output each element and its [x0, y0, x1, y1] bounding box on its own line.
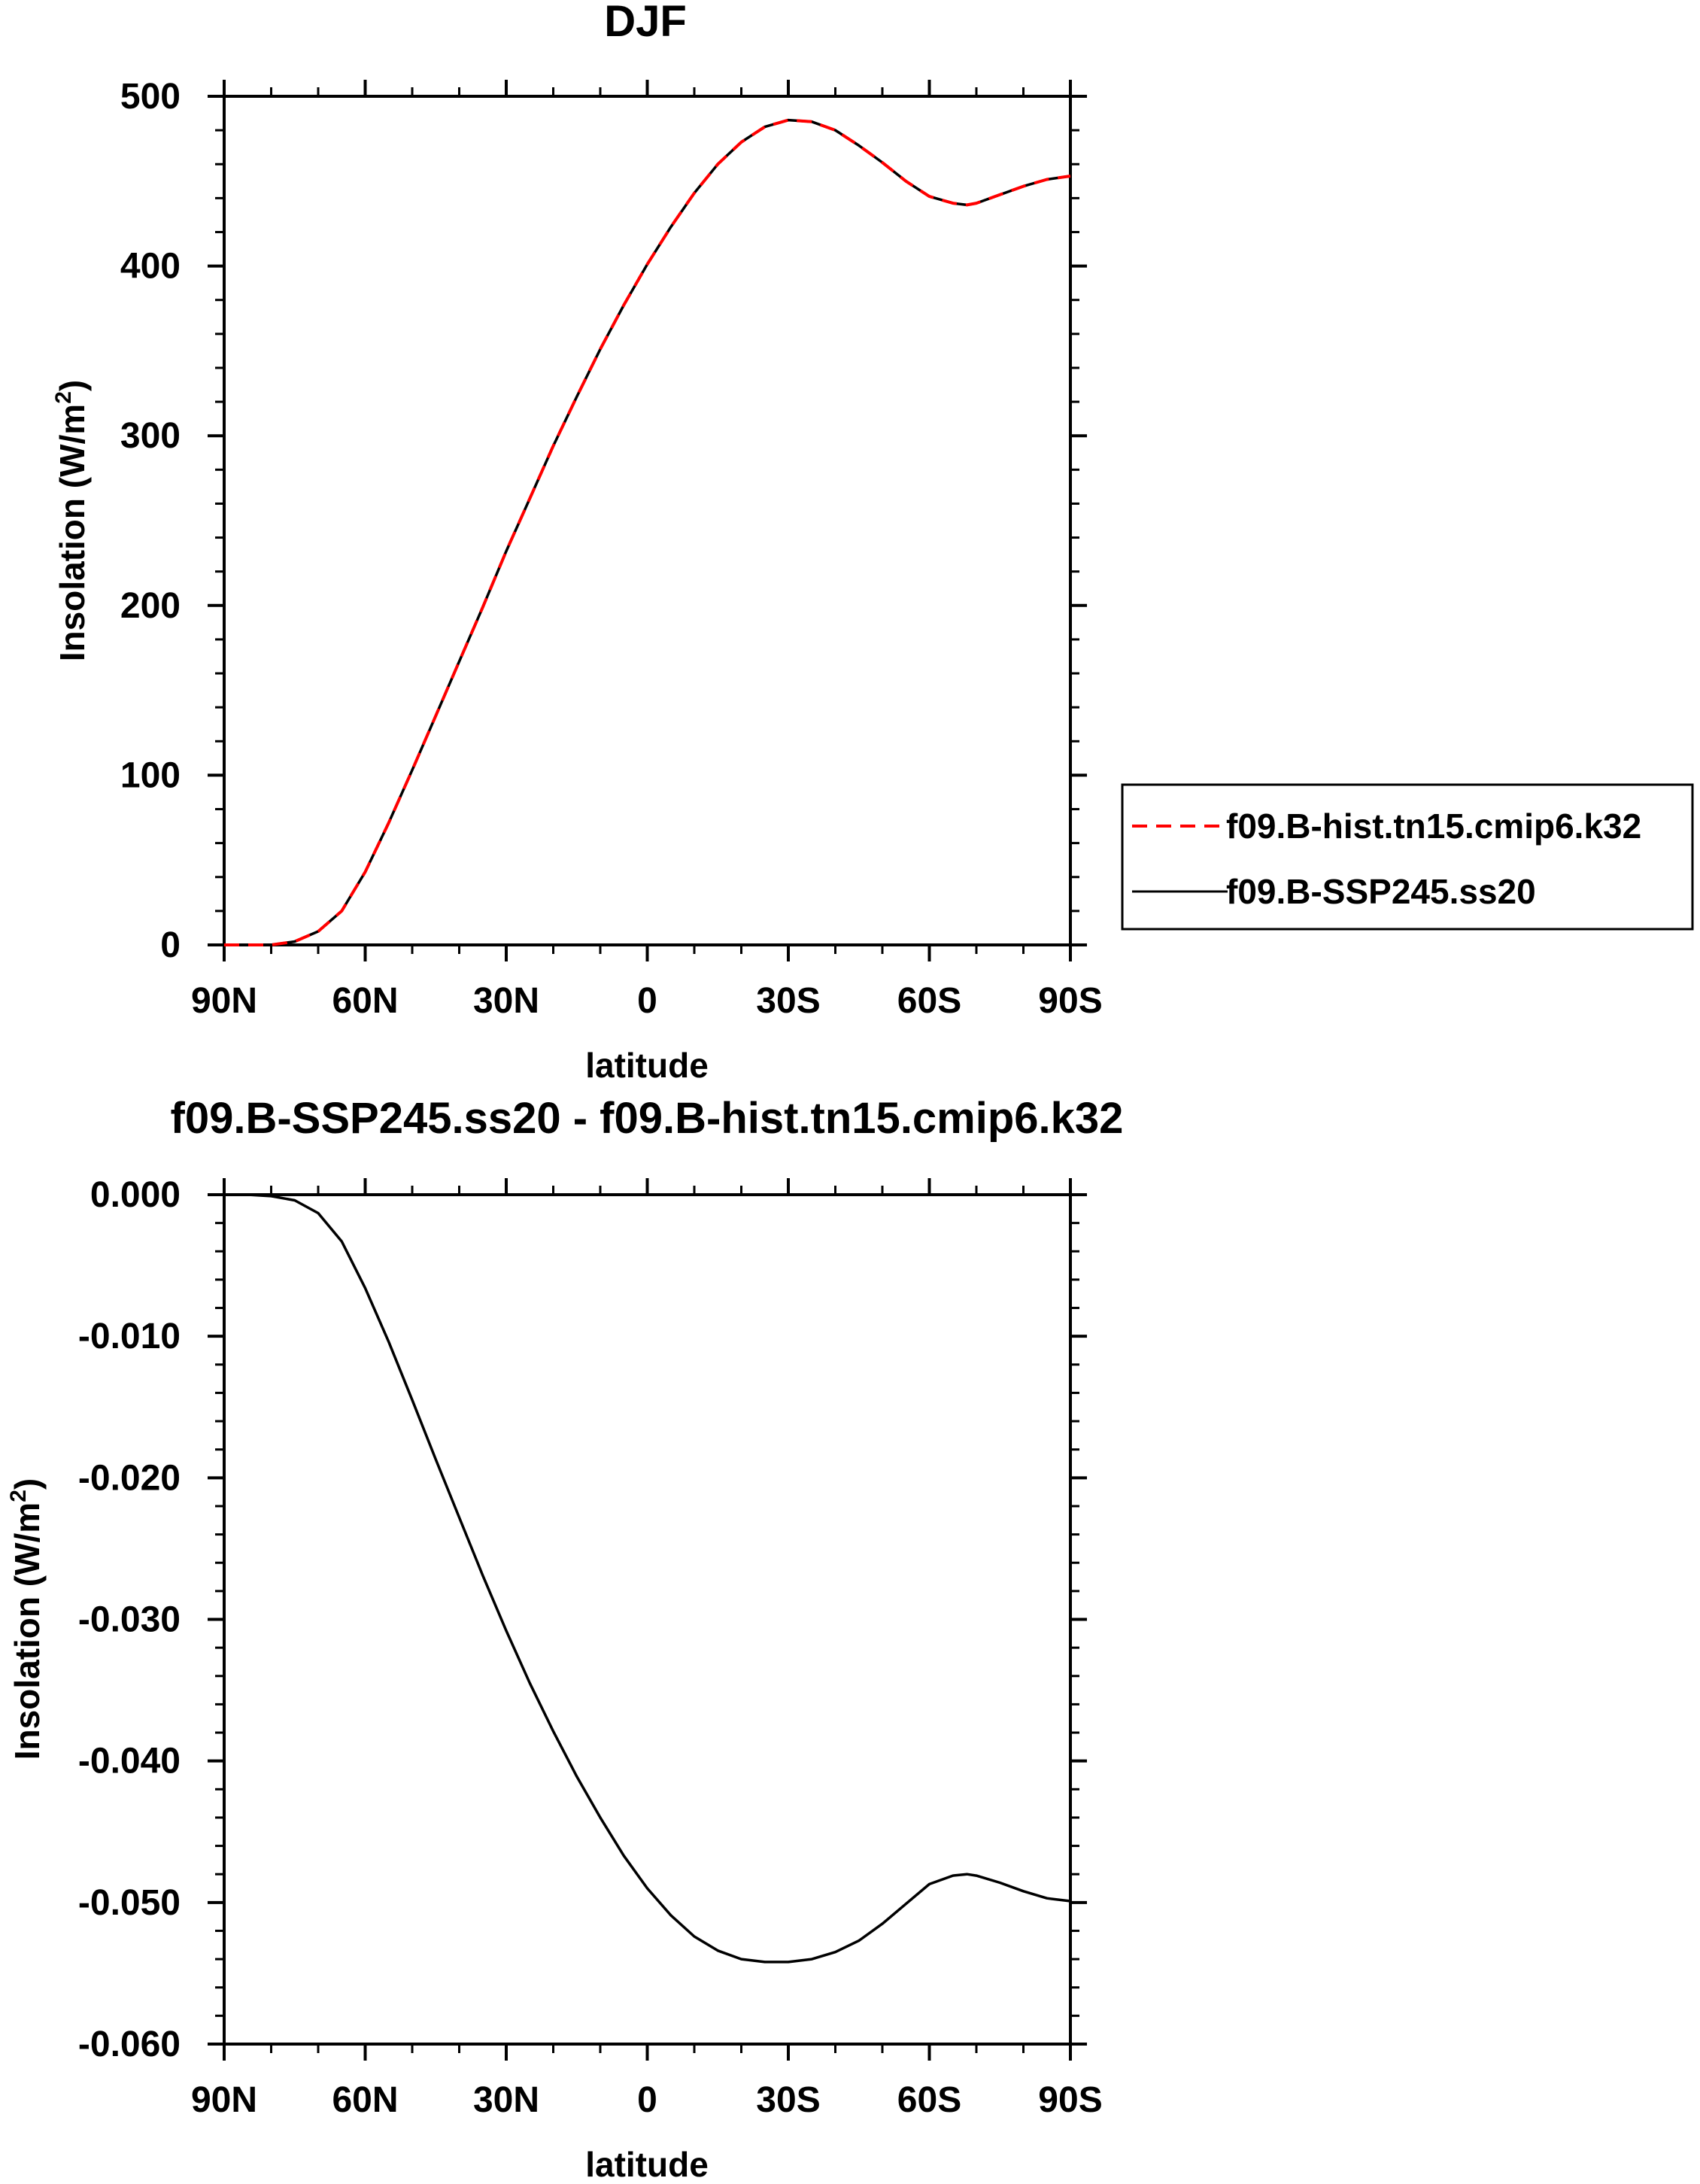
bottom-plot-frame [223, 1193, 1072, 2046]
bottom-x-axis-label: latitude [585, 2145, 709, 2184]
top-x-axis-label: latitude [585, 1046, 709, 1085]
bottom-ticks: 90N 60N 30N 0 30S 60S 90S 0.000 -0.010 -0.020 -0.0… [78, 1175, 1103, 2120]
y-tick-label: -0.060 [78, 2025, 181, 2064]
legend-entry-hist: f09.B-hist.tn15.cmip6.k32 [1226, 806, 1641, 846]
top-plot-frame [223, 95, 1072, 946]
x-tick-label: 60S [897, 981, 961, 1021]
y-tick-label: 200 [120, 586, 181, 626]
top-chart-title: DJF [604, 0, 687, 46]
bottom-series-lines [224, 1193, 1071, 1964]
x-tick-label: 60S [897, 2080, 961, 2120]
y-tick-label: -0.020 [78, 1458, 181, 1498]
top-series-lines [224, 118, 1071, 946]
y-tick-label: 0.000 [90, 1175, 181, 1215]
x-tick-label: 30S [756, 981, 820, 1021]
x-tick-label: 90S [1038, 981, 1102, 1021]
x-tick-label: 60N [332, 2080, 398, 2120]
top-ticks: 90N 60N 30N 0 30S 60S 90S 0 100 200 300 400 500 [120, 77, 1103, 1021]
x-tick-label: 0 [637, 981, 657, 1021]
bottom-chart-title: f09.B-SSP245.ss20 - f09.B-hist.tn15.cmip… [171, 1094, 1124, 1143]
series-line-0 [224, 118, 1071, 946]
y-tick-label: 300 [120, 416, 181, 456]
y-tick-label: 100 [120, 755, 181, 795]
legend-box [1121, 783, 1694, 931]
y-tick-label: 400 [120, 247, 181, 287]
top-y-axis-label: Insolation (W/m2) [51, 380, 92, 661]
x-tick-label: 60N [332, 981, 398, 1021]
y-tick-label: 0 [160, 925, 181, 965]
series-line-1 [224, 118, 1071, 946]
y-tick-label: -0.030 [78, 1600, 181, 1640]
x-tick-label: 90N [191, 981, 257, 1021]
bottom-panel: f09.B-SSP245.ss20 - f09.B-hist.tn15.cmip… [6, 1094, 1123, 2184]
x-tick-label: 30N [473, 981, 539, 1021]
y-tick-label: 500 [120, 77, 181, 117]
y-tick-label: -0.010 [78, 1317, 181, 1356]
x-tick-label: 0 [637, 2080, 657, 2120]
x-tick-label: 90S [1038, 2080, 1102, 2120]
series-line-0 [224, 1193, 1071, 1964]
x-tick-label: 30S [756, 2080, 820, 2120]
x-tick-label: 90N [191, 2080, 257, 2120]
y-tick-label: -0.040 [78, 1742, 181, 1782]
x-tick-label: 30N [473, 2080, 539, 2120]
legend: f09.B-hist.tn15.cmip6.k32 f09.B-SSP245.s… [1121, 783, 1694, 931]
y-tick-label: -0.050 [78, 1883, 181, 1923]
legend-entry-ssp: f09.B-SSP245.ss20 [1226, 872, 1536, 911]
top-panel: DJF 90N 60N 30N 0 30S 60S 90S0100200300400500 … [51, 0, 1694, 1085]
bottom-y-axis-label: Insolation (W/m2) [6, 1478, 47, 1760]
